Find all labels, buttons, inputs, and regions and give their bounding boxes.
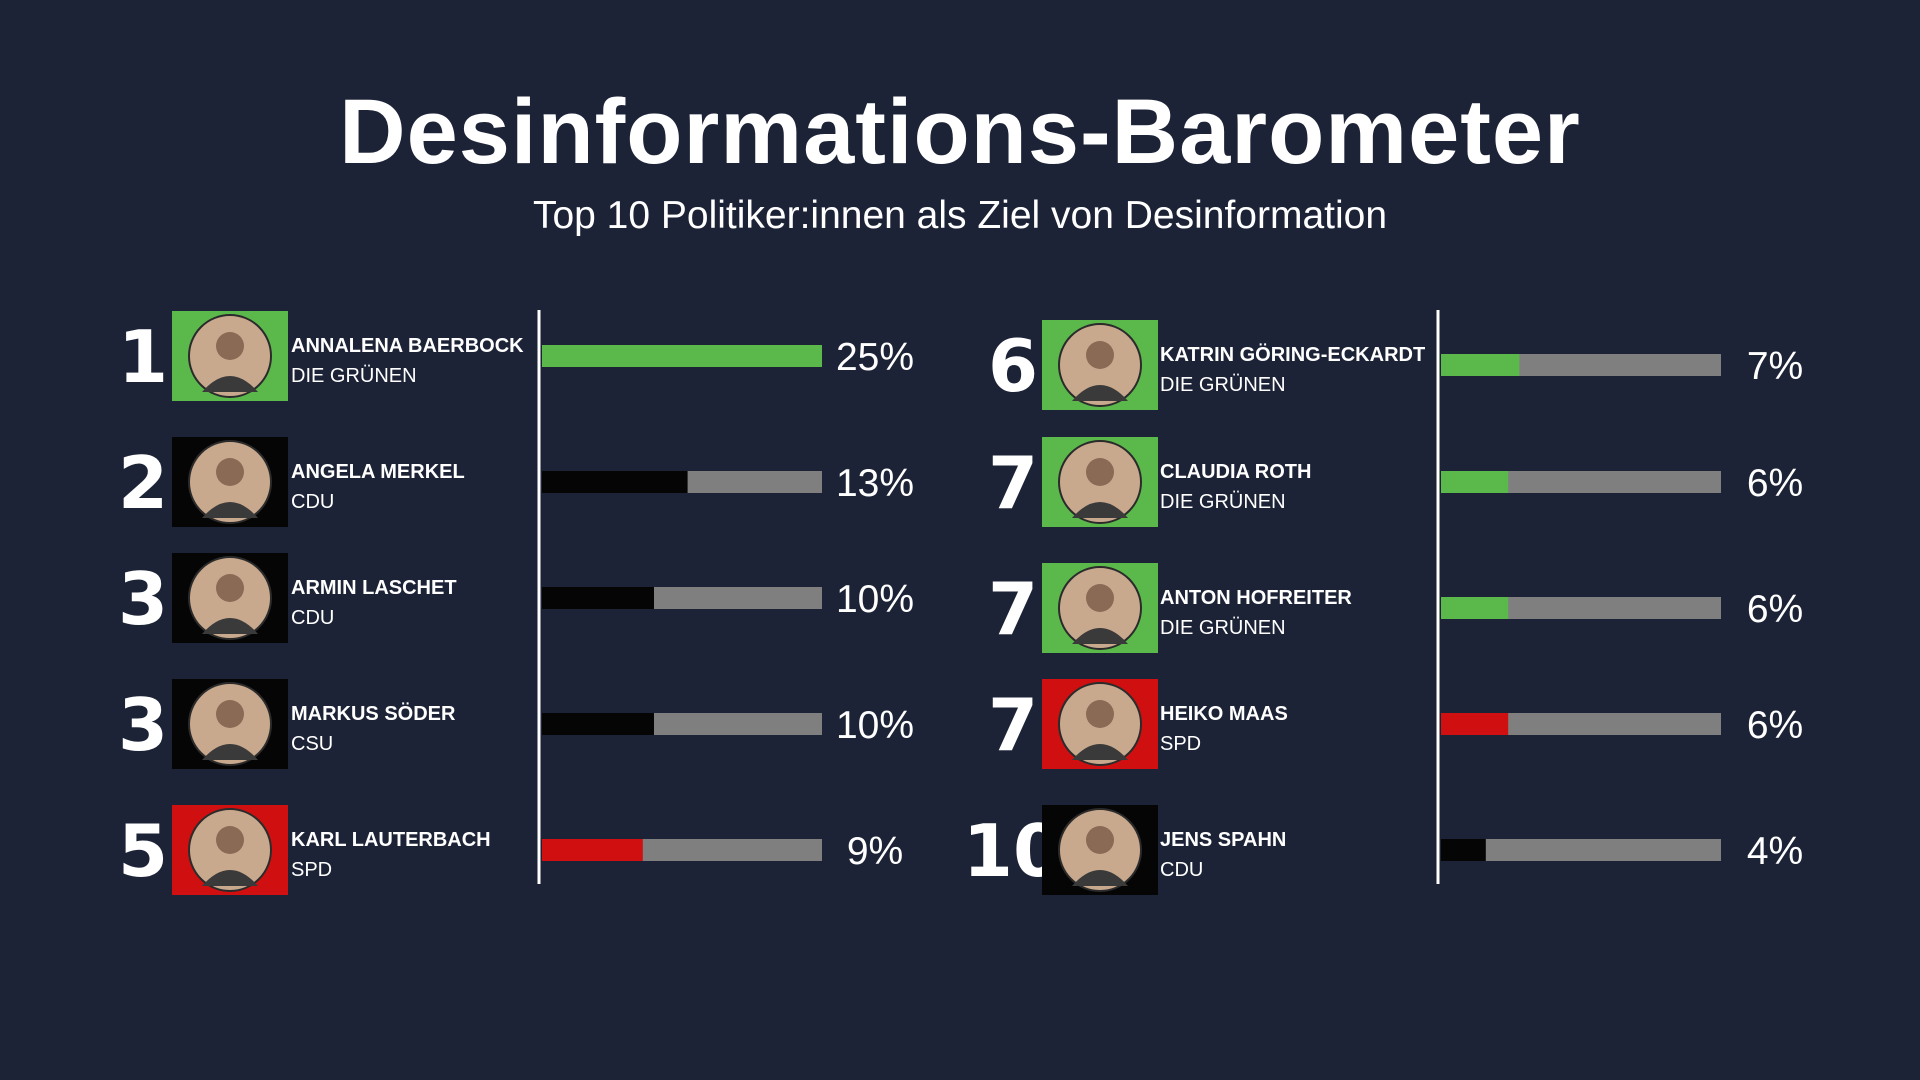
party-name: CSU bbox=[291, 733, 333, 755]
politician-name: CLAUDIA ROTH bbox=[1160, 461, 1311, 483]
percentage-label: 6% bbox=[1747, 704, 1803, 747]
percentage-label: 4% bbox=[1747, 830, 1803, 873]
portrait-shoulders bbox=[202, 744, 258, 760]
portrait-head bbox=[1086, 700, 1114, 728]
portrait-head bbox=[1086, 458, 1114, 486]
politician-name: KATRIN GÖRING-ECKARDT bbox=[1160, 343, 1425, 366]
percentage-label: 13% bbox=[836, 462, 914, 505]
bar-track bbox=[1441, 839, 1721, 861]
bar-anton-hofreiter bbox=[1441, 597, 1509, 619]
bar-karl-lauterbach bbox=[542, 839, 643, 861]
party-name: SPD bbox=[291, 859, 332, 881]
bar-track bbox=[1441, 471, 1721, 493]
portrait-head bbox=[216, 826, 244, 854]
party-name: DIE GRÜNEN bbox=[1160, 374, 1286, 396]
party-name: DIE GRÜNEN bbox=[1160, 491, 1286, 513]
politician-name: ANNALENA BAERBOCK bbox=[291, 335, 524, 357]
bar-track bbox=[1441, 597, 1721, 619]
bar-angela-merkel bbox=[542, 471, 688, 493]
politician-name: MARKUS SÖDER bbox=[291, 702, 456, 725]
page-subtitle: Top 10 Politiker:innen als Ziel von Desi… bbox=[532, 194, 1388, 237]
party-name: SPD bbox=[1160, 733, 1201, 755]
percentage-label: 6% bbox=[1747, 588, 1803, 631]
percentage-label: 10% bbox=[836, 578, 914, 621]
politician-name: HEIKO MAAS bbox=[1160, 703, 1288, 725]
portrait-shoulders bbox=[1072, 870, 1128, 886]
party-name: DIE GRÜNEN bbox=[1160, 617, 1286, 639]
rank-number: 6 bbox=[988, 324, 1038, 408]
portrait-shoulders bbox=[202, 376, 258, 392]
rank-number: 1 bbox=[118, 315, 168, 399]
politician-name: ANGELA MERKEL bbox=[291, 461, 465, 483]
party-name: DIE GRÜNEN bbox=[291, 365, 417, 387]
portrait-shoulders bbox=[1072, 744, 1128, 760]
percentage-label: 25% bbox=[836, 336, 914, 379]
portrait-head bbox=[1086, 584, 1114, 612]
party-name: CDU bbox=[1160, 859, 1203, 881]
portrait-head bbox=[1086, 341, 1114, 369]
portrait-head bbox=[216, 574, 244, 602]
bar-katrin-göring-eckardt bbox=[1441, 354, 1520, 376]
politician-name: JENS SPAHN bbox=[1160, 829, 1286, 851]
portrait-head bbox=[216, 458, 244, 486]
rank-number: 5 bbox=[118, 809, 168, 893]
portrait-shoulders bbox=[1072, 385, 1128, 401]
bar-armin-laschet bbox=[542, 587, 654, 609]
politician-name: ARMIN LASCHET bbox=[291, 577, 457, 599]
percentage-label: 9% bbox=[847, 830, 903, 873]
rank-number: 7 bbox=[988, 683, 1038, 767]
portrait-shoulders bbox=[1072, 502, 1128, 518]
bar-annalena-baerbock bbox=[542, 345, 822, 367]
bar-heiko-maas bbox=[1441, 713, 1509, 735]
portrait-shoulders bbox=[1072, 628, 1128, 644]
portrait-shoulders bbox=[202, 502, 258, 518]
party-name: CDU bbox=[291, 491, 334, 513]
bar-jens-spahn bbox=[1441, 839, 1486, 861]
bar-claudia-roth bbox=[1441, 471, 1509, 493]
percentage-label: 6% bbox=[1747, 462, 1803, 505]
portrait-head bbox=[216, 700, 244, 728]
portrait-shoulders bbox=[202, 618, 258, 634]
rank-number: 7 bbox=[988, 567, 1038, 651]
portrait-head bbox=[1086, 826, 1114, 854]
rank-number: 3 bbox=[118, 683, 168, 767]
percentage-label: 10% bbox=[836, 704, 914, 747]
portrait-shoulders bbox=[202, 870, 258, 886]
rank-number: 3 bbox=[118, 557, 168, 641]
page-title: Desinformations-Barometer bbox=[339, 81, 1581, 183]
portrait-head bbox=[216, 332, 244, 360]
rank-number: 2 bbox=[118, 441, 168, 525]
politician-name: ANTON HOFREITER bbox=[1160, 587, 1352, 609]
rank-number: 7 bbox=[988, 441, 1038, 525]
percentage-label: 7% bbox=[1747, 345, 1803, 388]
bar-markus-söder bbox=[542, 713, 654, 735]
politician-name: KARL LAUTERBACH bbox=[291, 829, 491, 851]
party-name: CDU bbox=[291, 607, 334, 629]
bar-track bbox=[1441, 713, 1721, 735]
